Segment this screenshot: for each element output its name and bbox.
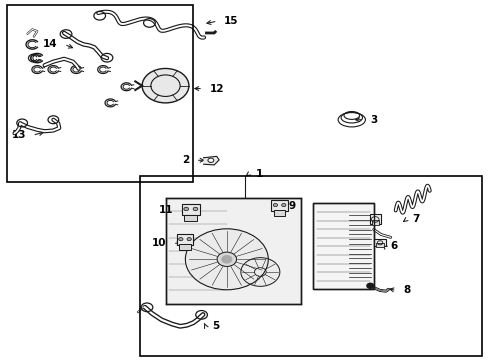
Text: 9: 9 <box>288 201 295 211</box>
Circle shape <box>183 207 188 211</box>
Text: 4: 4 <box>344 204 351 215</box>
Text: 11: 11 <box>159 206 173 216</box>
Bar <box>373 239 386 246</box>
Circle shape <box>366 283 373 288</box>
Circle shape <box>187 238 191 241</box>
Bar <box>6 5 193 182</box>
Text: 6: 6 <box>390 241 397 251</box>
Text: 2: 2 <box>182 155 189 165</box>
Circle shape <box>207 158 213 162</box>
Text: 3: 3 <box>369 115 377 125</box>
Circle shape <box>217 252 236 266</box>
Circle shape <box>281 203 285 207</box>
Circle shape <box>193 207 198 211</box>
Circle shape <box>142 68 188 103</box>
Text: 5: 5 <box>211 321 219 331</box>
Circle shape <box>222 256 231 263</box>
Text: 8: 8 <box>402 285 409 296</box>
Bar <box>140 176 482 356</box>
Text: 15: 15 <box>224 16 238 26</box>
Bar <box>312 203 373 289</box>
Text: 14: 14 <box>43 40 58 49</box>
Bar <box>371 220 378 225</box>
Text: 1: 1 <box>255 168 263 179</box>
Bar <box>369 215 380 225</box>
Bar <box>181 204 200 215</box>
Circle shape <box>185 229 268 290</box>
Bar <box>375 243 383 247</box>
Bar <box>179 244 190 250</box>
Circle shape <box>241 258 279 286</box>
Circle shape <box>179 238 183 241</box>
Bar <box>312 203 373 289</box>
Bar <box>176 234 193 245</box>
Text: 7: 7 <box>412 215 419 224</box>
Text: 13: 13 <box>12 130 26 140</box>
Text: 10: 10 <box>152 238 166 248</box>
Polygon shape <box>203 156 219 165</box>
Circle shape <box>273 203 277 207</box>
Text: 12: 12 <box>209 84 224 94</box>
Bar <box>271 201 287 211</box>
Bar <box>273 210 285 216</box>
Bar <box>184 215 197 221</box>
Bar <box>166 198 300 304</box>
